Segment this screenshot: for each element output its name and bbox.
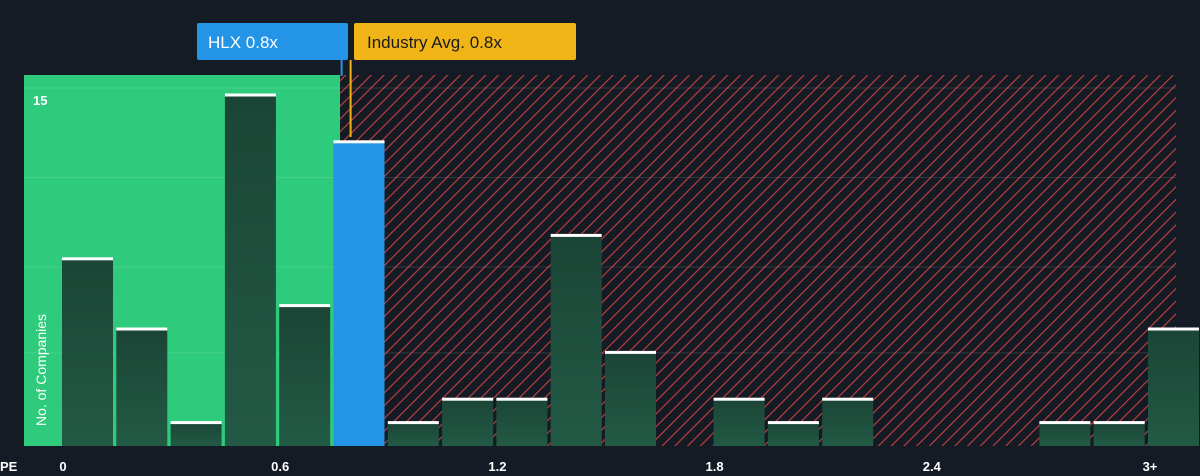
histogram-bar: [1039, 422, 1091, 446]
bar-cap: [116, 327, 168, 331]
bar-cap: [1039, 421, 1091, 425]
x-tick-label: 1.2: [488, 459, 506, 474]
industry-callout: Industry Avg. 0.8x: [354, 23, 576, 60]
bar-cap: [1093, 421, 1145, 425]
histogram-bar: [279, 305, 331, 446]
bar-cap: [442, 397, 494, 401]
histogram-bar: [442, 399, 494, 446]
industry-callout-label: Industry Avg. 0.8x: [367, 33, 502, 52]
overvalued-zone: [340, 75, 1176, 446]
x-tick-label: 2.4: [923, 459, 942, 474]
x-tick-label: 3+: [1143, 459, 1158, 474]
histogram-bar: [550, 235, 602, 446]
histogram-bar: [387, 422, 439, 446]
x-tick-label: 1.8: [706, 459, 724, 474]
histogram-bar: [62, 258, 113, 446]
x-axis-label: PE: [0, 459, 18, 474]
x-tick-label: 0.6: [271, 459, 289, 474]
x-tick-label: 0: [59, 459, 66, 474]
histogram-bar: [170, 422, 222, 446]
bar-cap: [550, 233, 602, 237]
highlight-bar: [333, 141, 385, 447]
histogram-bar: [496, 399, 548, 446]
company-callout: HLX 0.8x: [197, 23, 348, 60]
bar-cap: [822, 397, 874, 401]
histogram-bar: [116, 329, 168, 446]
bar-cap: [1148, 327, 1199, 331]
bar-cap: [170, 421, 222, 425]
histogram-bar: [822, 399, 874, 446]
bar-cap: [496, 397, 548, 401]
bar-cap: [279, 304, 331, 308]
bar-cap: [605, 350, 656, 354]
histogram-bar: [224, 95, 276, 446]
company-callout-box: [197, 23, 348, 60]
bar-cap: [713, 397, 765, 401]
bar-cap: [767, 421, 819, 425]
histogram-bar: [1148, 329, 1199, 446]
company-callout-label: HLX 0.8x: [208, 33, 278, 52]
histogram-bar: [1093, 422, 1145, 446]
bar-cap: [387, 421, 439, 425]
highlight-bar-cap: [333, 140, 385, 144]
histogram-bar: [605, 352, 656, 446]
histogram-bar: [713, 399, 765, 446]
bar-cap: [224, 93, 276, 97]
industry-callout-box: [354, 23, 576, 60]
histogram-bar: [767, 422, 819, 446]
y-axis-label: No. of Companies: [33, 314, 49, 426]
histogram-bars: [62, 93, 1199, 447]
x-axis-ticks: 0 0.6 1.2 1.8 2.4 3+: [59, 459, 1157, 474]
valuation-zones: [24, 75, 1176, 446]
bar-cap: [62, 257, 113, 261]
y-tick-label-15: 15: [33, 93, 47, 108]
